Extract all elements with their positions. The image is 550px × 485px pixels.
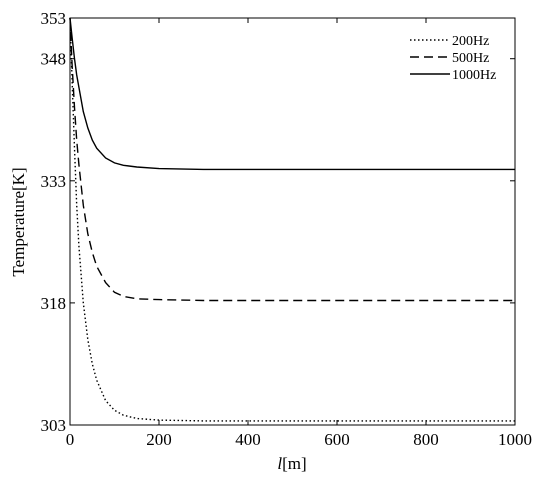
y-axis-title: Temperature[K] [9, 167, 28, 276]
x-tick-label: 1000 [498, 430, 532, 449]
y-tick-label: 333 [41, 172, 67, 191]
x-tick-label: 800 [413, 430, 439, 449]
series-line-200hz [69, 17, 515, 422]
series-line-1000hz [69, 17, 515, 171]
x-tick-label: 0 [66, 430, 75, 449]
x-tick-label: 400 [235, 430, 261, 449]
x-tick-label: 200 [146, 430, 172, 449]
axis-ticks [69, 17, 516, 426]
x-tick-label: 600 [324, 430, 350, 449]
x-axis-title-unit: [m] [282, 454, 307, 473]
series-line-500hz [69, 17, 515, 302]
legend-label-200hz: 200Hz [452, 34, 489, 49]
y-tick-label: 353 [41, 9, 67, 28]
axis-tick-labels: 0 200 400 600 800 1000 303 318 333 348 353 [41, 9, 533, 449]
y-tick-label: 303 [41, 416, 67, 435]
y-tick-label: 318 [41, 294, 67, 313]
legend-label-500hz: 500Hz [452, 51, 489, 66]
plot-frame [69, 17, 516, 426]
series-layer [69, 17, 515, 422]
legend-label-1000hz: 1000Hz [452, 68, 496, 83]
legend: 200Hz 500Hz 1000Hz [410, 34, 496, 83]
x-axis-title: l[m] [277, 454, 306, 473]
x-axis-title-italic: l [277, 454, 282, 473]
y-tick-label: 348 [41, 50, 67, 69]
